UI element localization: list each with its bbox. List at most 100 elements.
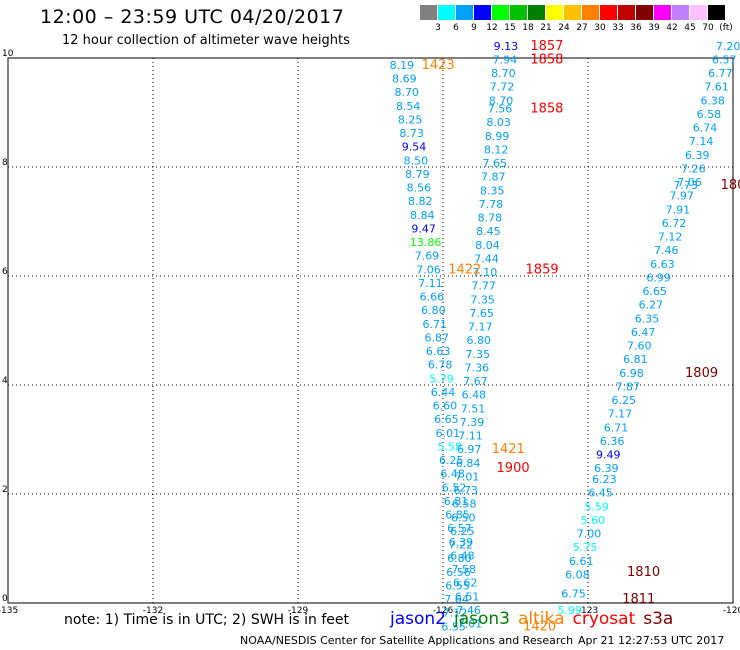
lat-tick-label: 0 [2,594,8,604]
wave-height-value: 8.56 [407,182,432,195]
wave-height-value: 6.61 [569,555,594,568]
satellite-jason3: jason3 [454,609,510,629]
legend-label: 30 [594,23,606,33]
wave-height-value: 6.60 [433,400,458,413]
lon-tick-label: -123 [578,606,598,616]
map-subtitle: 12 hour collection of altimeter wave hei… [62,33,350,48]
wave-height-value: 6.39 [594,462,619,475]
wave-height-value: 8.82 [408,195,433,208]
legend-swatch [492,5,509,20]
lat-tick-label: 10 [2,49,14,59]
wave-height-value: 6.78 [428,359,453,372]
wave-height-value: 6.65 [434,413,459,426]
legend-label: 45 [684,23,696,33]
wave-height-value: 8.99 [485,130,510,143]
lat-tick-label: 4 [2,376,8,386]
wave-height-value: 5.99 [557,604,582,617]
wave-height-value: 8.04 [475,239,500,252]
wave-height-value: 6.74 [693,122,718,135]
legend-label: 70 [702,23,714,33]
pass-time-label: 1810 [627,565,660,580]
pass-time-label: 1900 [497,461,530,476]
wave-height-value: 5.58 [438,440,463,453]
wave-height-value: 6.80 [421,304,446,317]
wave-height-value: 7.35 [470,293,495,306]
lon-tick-label: -132 [143,606,163,616]
wave-height-value: 6.87 [424,331,449,344]
pass-time-label: 1858 [530,102,563,117]
wave-height-value: 7.44 [474,252,499,265]
legend-label: 18 [522,23,534,33]
wave-height-value: 7.01 [458,618,483,631]
wave-height-value: 6.81 [623,353,648,366]
satellite-altika: altika [518,609,565,629]
wave-height-value: 8.03 [486,116,511,129]
lon-tick-label: -120 [723,606,740,616]
wave-height-value: 8.12 [484,143,509,156]
wave-height-value: 5.75 [573,541,598,554]
wave-height-value: 7.73 [673,179,698,192]
legend-swatch [672,5,689,20]
wave-height-value: 6.84 [456,457,481,470]
legend-swatch [690,5,707,20]
pass-time-label: 1422 [448,262,481,277]
lat-tick-label: 6 [2,267,8,277]
wave-height-value: 6.44 [431,386,456,399]
wave-height-value: 6.81 [444,495,469,508]
map-frame [7,57,734,604]
wave-height-value: 6.39 [685,149,710,162]
wave-height-value: 8.70 [395,86,420,99]
wave-height-value: 6.48 [440,468,465,481]
wave-height-value: 6.25 [450,525,475,538]
wave-height-value: 7.26 [681,162,706,175]
wave-height-value: 6.63 [650,258,675,271]
wave-height-value: 6.58 [697,108,722,121]
wave-height-value: 6.85 [445,509,470,522]
wave-height-value: 7.94 [493,53,518,66]
map-title: 12:00 – 23:59 UTC 04/20/2017 [40,6,345,28]
wave-height-value: 7.06 [677,176,702,189]
wave-height-value: 7.87 [481,171,506,184]
wave-height-value: 6.55 [441,620,466,633]
satellite-s3a: s3a [643,609,674,629]
wave-height-value: 6.48 [462,389,487,402]
graticule [8,58,733,603]
wave-height-value: 7.65 [482,157,507,170]
wave-height-value: 13.86 [410,236,442,249]
wave-height-value: 6.39 [449,536,474,549]
lon-tick-label: -135 [0,606,18,616]
wave-height-value: 6.35 [635,312,660,325]
legend-label: 9 [471,23,477,33]
wave-height-value: 6.38 [700,94,725,107]
wave-height-value: 7.69 [415,250,440,263]
wave-height-value: 7.72 [490,81,515,94]
legend-label: 6 [453,23,459,33]
wave-height-value: 6.62 [453,577,478,590]
wave-height-value: 6.98 [619,367,644,380]
wave-height-value: 8.84 [410,209,435,222]
legend-label: 36 [630,23,642,33]
wave-height-value: 6.71 [604,421,629,434]
satellite-jason2: jason2 [390,609,446,629]
wave-height-value: 6.72 [662,217,687,230]
pass-time-label: 1857 [530,39,563,54]
legend-label: 15 [504,23,516,33]
pass-time-label: 1420 [523,619,556,634]
wave-height-value: 6.52 [442,481,467,494]
wave-height-value: 7.17 [608,408,633,421]
wave-height-value: 6.97 [457,443,482,456]
wave-height-value: 6.25 [439,454,464,467]
wave-height-value: 7.51 [461,402,486,415]
wave-height-value: 7.22 [449,539,474,552]
wave-height-value: 7.65 [469,307,494,320]
wave-height-value: 7.67 [463,375,488,388]
wave-height-value: 9.49 [596,449,621,462]
wave-height-value: 9.54 [402,141,427,154]
wave-height-value: 6.75 [561,588,586,601]
wave-height-value: 7.39 [460,416,485,429]
legend-swatch [636,5,653,20]
legend-swatch [420,5,437,20]
wave-height-value: 7.20 [716,40,740,53]
wave-height-value: 8.69 [392,73,417,86]
legend-swatch [438,5,455,20]
